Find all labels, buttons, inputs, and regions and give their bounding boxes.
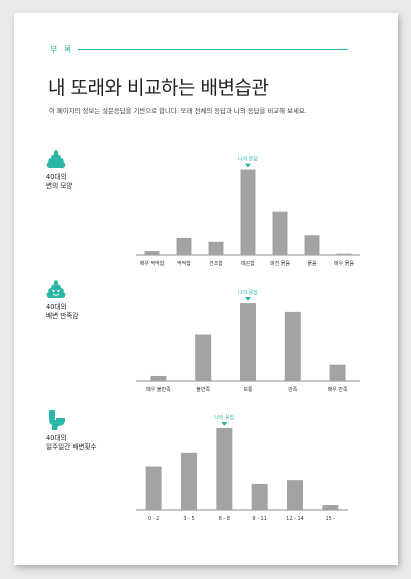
bar-3 xyxy=(284,311,301,381)
tick-label-6: 매우 묽음 xyxy=(334,260,354,267)
tick-label-5: 묽음 xyxy=(307,261,317,267)
page-title: 내 또래와 비교하는 배변습관 xyxy=(48,77,269,99)
bar-1 xyxy=(195,334,212,381)
bar-3 xyxy=(240,169,256,255)
bar-2 xyxy=(216,427,233,510)
bar-2 xyxy=(240,303,256,381)
tick-label-2: 보통 xyxy=(243,387,253,393)
bar-4 xyxy=(329,364,346,381)
bar-4 xyxy=(272,211,288,255)
section-label-frequency: 40대의 일주일간 배변횟수 xyxy=(46,434,97,451)
page-description: 이 페이지의 정보는 설문응답을 기반으로 합니다. 또래 전체의 응답과 나의… xyxy=(49,107,307,115)
section-divider xyxy=(78,49,348,50)
tick-label-0: 0 - 2 xyxy=(148,516,159,522)
tick-label-3: 9 - 11 xyxy=(252,516,267,522)
bar-5 xyxy=(304,235,320,255)
tick-label-1: 3 - 5 xyxy=(183,516,194,522)
tick-label-4: 퍼진 묽음 xyxy=(270,260,290,267)
my-answer-label: 나의 응답 xyxy=(238,289,258,296)
section-tag: 부 록 xyxy=(50,45,74,54)
tick-label-1: 불만족 xyxy=(196,386,210,393)
section-label-shape: 40대의 변의 모양 xyxy=(46,173,73,190)
bar-1 xyxy=(181,452,197,510)
my-answer-marker-icon xyxy=(245,297,251,302)
chart-weekly-frequency: 0 - 2 3 - 5 6 - 8 나의 응답 9 - 11 12 - 14 15 - xyxy=(136,414,348,522)
tick-label-5: 15 - xyxy=(325,516,335,522)
bar-6 xyxy=(336,253,352,255)
tick-label-4: 12 - 14 xyxy=(286,516,304,522)
bar-4 xyxy=(287,480,303,510)
bar-1 xyxy=(176,237,192,255)
bar-0 xyxy=(145,466,162,510)
my-answer-marker-icon xyxy=(221,421,228,426)
tick-label-4: 매우 만족 xyxy=(328,386,348,393)
page: 부 록 내 또래와 비교하는 배변습관 이 페이지의 정보는 설문응답을 기반으… xyxy=(14,13,398,565)
tick-label-0: 매우 딱딱함 xyxy=(140,260,165,267)
bar-2 xyxy=(208,241,224,255)
tick-label-3: 만족 xyxy=(288,386,298,393)
tick-label-2: 6 - 8 xyxy=(219,516,230,522)
bar-3 xyxy=(251,483,268,510)
tick-label-3: 매끈함 xyxy=(241,260,255,267)
my-answer-label: 나의 응답 xyxy=(238,156,258,163)
tick-label-0: 매우 불만족 xyxy=(146,386,171,393)
bar-5 xyxy=(322,505,339,510)
tick-label-1: 딱딱함 xyxy=(177,260,191,267)
tick-label-2: 건조함 xyxy=(209,260,223,267)
my-answer-label: 나의 응답 xyxy=(214,414,234,421)
poop-icon xyxy=(46,150,66,168)
bar-0 xyxy=(144,251,160,255)
my-answer-marker-icon xyxy=(245,163,251,168)
toilet-icon xyxy=(49,410,65,430)
bar-0 xyxy=(150,375,167,381)
section-label-satisfaction: 40대의 배변 만족감 xyxy=(46,303,79,320)
poop-happy-icon xyxy=(46,280,66,298)
